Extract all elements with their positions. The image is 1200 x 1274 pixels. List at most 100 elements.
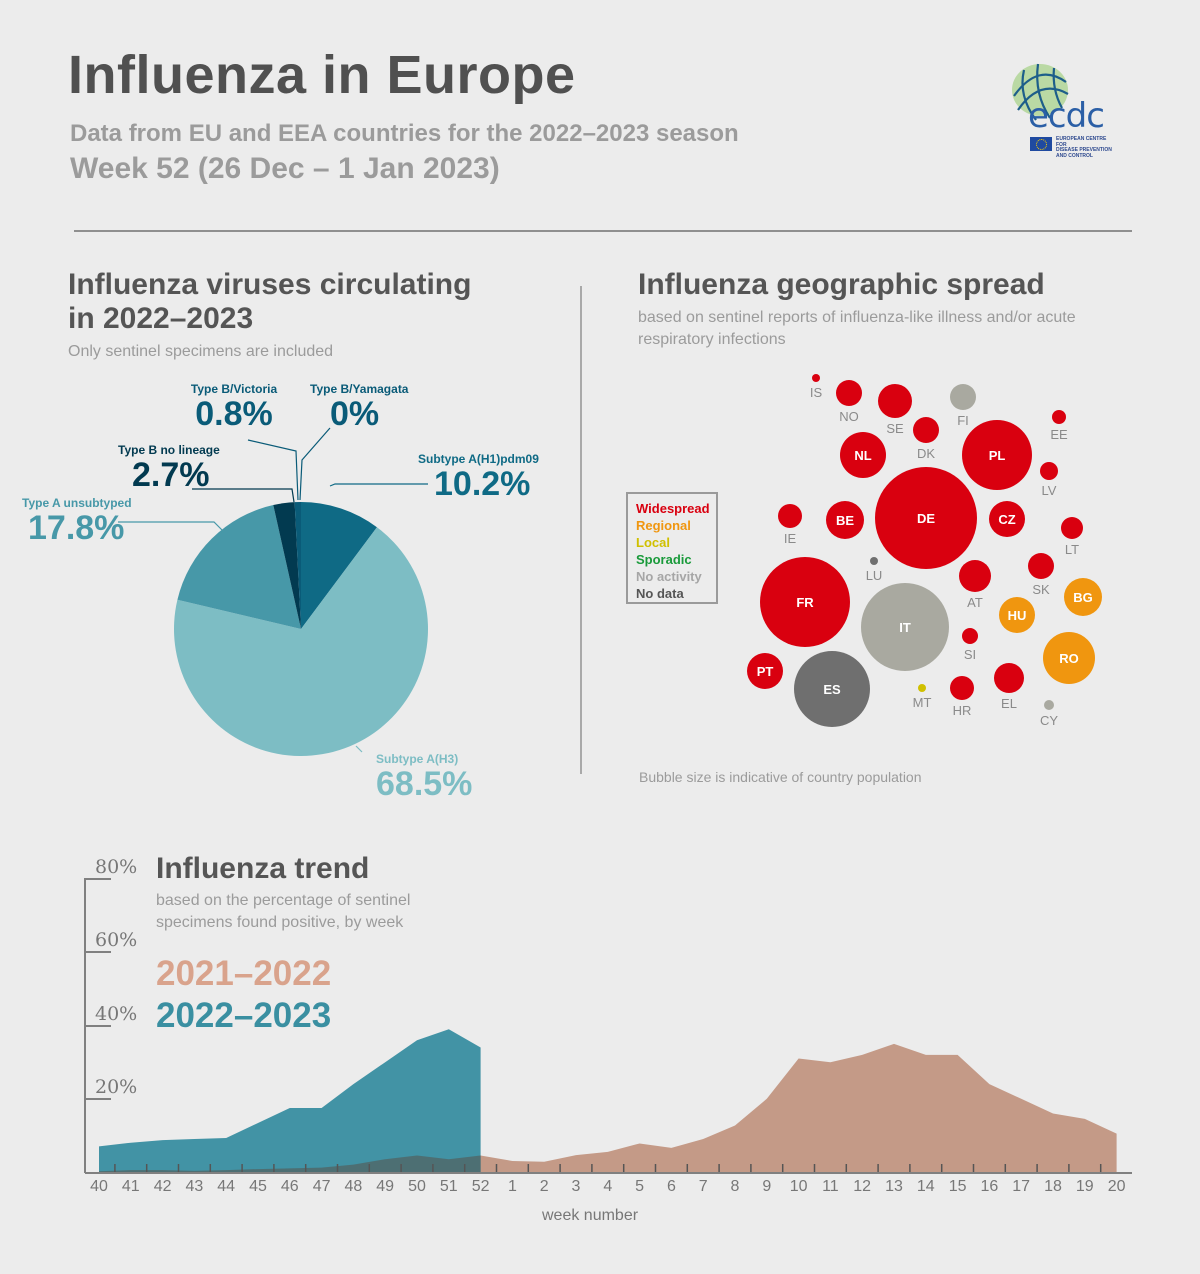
pie-label-b-victoria-value: 0.8% (195, 395, 273, 433)
bubble-hr: HR (950, 676, 974, 718)
xtick-label: 40 (90, 1178, 108, 1195)
pie-label-h1-name: Subtype A(H1)pdm09 (418, 452, 539, 466)
svg-text:RO: RO (1059, 651, 1079, 666)
spread-subtitle-2: respiratory infections (638, 331, 786, 348)
spread-section-header: Influenza geographic spread based on sen… (638, 268, 1076, 351)
x-axis-title: week number (542, 1207, 639, 1224)
svg-text:CZ: CZ (998, 512, 1015, 527)
svg-text:ES: ES (823, 682, 841, 697)
legend-item-sporadic: Sporadic (636, 552, 692, 567)
xtick-label: 49 (376, 1178, 395, 1195)
svg-text:LU: LU (866, 568, 883, 583)
bubble-lt: LT (1061, 517, 1083, 557)
page-title: Influenza in Europe (68, 45, 576, 105)
svg-text:IT: IT (899, 620, 911, 635)
svg-text:PL: PL (989, 448, 1006, 463)
svg-text:BG: BG (1073, 590, 1093, 605)
xtick-label: 17 (1012, 1178, 1031, 1195)
svg-text:NL: NL (854, 448, 871, 463)
header-divider (74, 230, 1132, 232)
bubble-it: IT (861, 583, 949, 671)
svg-text:EL: EL (1001, 696, 1017, 711)
pie-slice (177, 505, 301, 629)
week-label: Week 52 (26 Dec – 1 Jan 2023) (70, 152, 500, 185)
viruses-section-header: Influenza viruses circulating in 2022–20… (68, 268, 471, 363)
xtick-label: 15 (948, 1178, 967, 1195)
svg-text:HU: HU (1008, 608, 1027, 623)
pie-label-h1: Subtype A(H1)pdm09 10.2% (418, 452, 558, 502)
bubble-ee: EE (1050, 410, 1068, 442)
svg-text:SI: SI (964, 647, 976, 662)
xtick-label: 19 (1075, 1178, 1094, 1195)
svg-text:FR: FR (796, 595, 814, 610)
ecdc-wordmark: ecdc (1028, 96, 1105, 136)
legend-item-no-data: No data (636, 586, 684, 601)
svg-text:LT: LT (1065, 542, 1079, 557)
pie-label-b-yamagata: Type B/Yamagata 0% (310, 382, 420, 432)
bubble-se: SE (878, 384, 912, 436)
xtick-label: 51 (439, 1178, 458, 1195)
xtick-label: 4 (603, 1178, 613, 1195)
svg-text:IE: IE (784, 531, 797, 546)
bubble-nl: NL (840, 432, 886, 478)
legend-2021-2022: 2021–2022 (156, 954, 332, 993)
xtick-label: 14 (916, 1178, 935, 1195)
bubble-be: BE (826, 501, 864, 539)
xtick-label: 16 (980, 1178, 999, 1195)
pie-label-a-unsubtyped-value: 17.8% (28, 509, 125, 547)
svg-text:SE: SE (886, 421, 904, 436)
bubble-at: AT (959, 560, 991, 610)
xtick-label: 13 (885, 1178, 903, 1195)
legend-item-widespread: Widespread (636, 501, 710, 516)
area-2021-2022 (99, 1043, 1117, 1172)
svg-text:EE: EE (1050, 427, 1068, 442)
logo-text-2: DISEASE PREVENTION (1056, 147, 1112, 153)
trend-subtitle-1: based on the percentage of sentinel (156, 892, 411, 909)
svg-text:LV: LV (1042, 483, 1057, 498)
xtick-label: 12 (853, 1178, 872, 1195)
area-2022-2023 (99, 1029, 481, 1172)
trend-subtitle-2: specimens found positive, by week (156, 914, 404, 931)
pie-slice (173, 527, 428, 757)
trend-title: Influenza trend (156, 852, 370, 885)
svg-text:NO: NO (839, 409, 859, 424)
legend-item-no-activity: No activity (636, 569, 702, 584)
pie-label-a-unsubtyped-name: Type A unsubtyped (22, 496, 132, 510)
bubble-el: EL (994, 663, 1024, 711)
pie-label-b-yamagata-value: 0% (330, 395, 380, 433)
svg-text:MT: MT (913, 695, 932, 710)
legend-item-regional: Regional (636, 518, 691, 533)
logo-text-3: AND CONTROL (1056, 152, 1093, 159)
svg-text:FI: FI (957, 413, 969, 428)
spread-subtitle-1: based on sentinel reports of influenza-l… (638, 309, 1076, 326)
bubble-dk: DK (913, 417, 939, 461)
pie-label-b-victoria-name: Type B/Victoria (190, 382, 278, 396)
spread-legend: Widespread Regional Local Sporadic No activi… (626, 492, 718, 604)
bubble-lu: LU (866, 557, 883, 583)
pie-label-h3-name: Subtype A(H3) (376, 752, 459, 766)
svg-text:BE: BE (836, 513, 854, 528)
spread-footnote: Bubble size is indicative of country pop… (639, 769, 922, 785)
bubble-fr: FR (760, 557, 850, 647)
pie-slice (301, 502, 377, 629)
xtick-label: 52 (471, 1178, 490, 1195)
ytick-60: 60% (95, 929, 138, 951)
xtick-label: 5 (635, 1178, 645, 1195)
xtick-label: 42 (153, 1178, 172, 1195)
bubble-pt: PT (747, 653, 783, 689)
xtick-label: 46 (280, 1178, 299, 1195)
trend-section-header: Influenza trend based on the percentage … (156, 852, 410, 934)
bubble-is: IS (810, 374, 822, 400)
bubble-ro: RO (1043, 632, 1095, 684)
viruses-subtitle: Only sentinel specimens are included (68, 343, 334, 360)
pie-slice (273, 502, 301, 629)
pie-label-h3: Subtype A(H3) 68.5% (376, 752, 496, 802)
bubble-ie: IE (778, 504, 802, 546)
pie-label-h1-value: 10.2% (434, 465, 531, 503)
svg-text:PT: PT (757, 664, 774, 679)
svg-text:HR: HR (953, 703, 972, 718)
section-divider (580, 286, 582, 774)
logo-text-1: EUROPEAN CENTRE FOR (1056, 136, 1107, 148)
bubble-cz: CZ (989, 501, 1025, 537)
